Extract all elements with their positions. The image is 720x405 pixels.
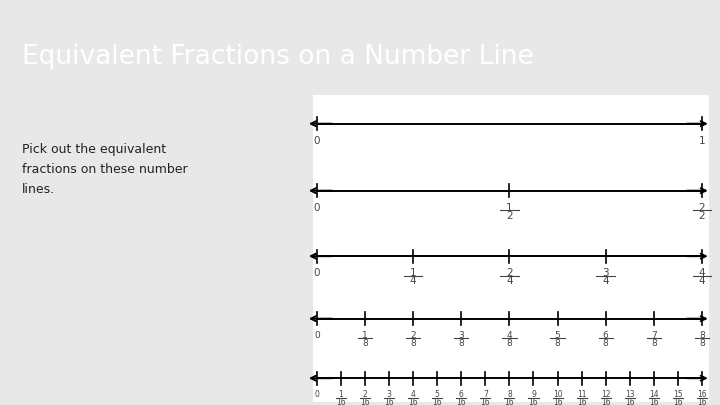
Text: 1: 1 — [338, 390, 343, 399]
Text: 6: 6 — [459, 390, 464, 399]
Text: Equivalent Fractions on a Number Line: Equivalent Fractions on a Number Line — [22, 44, 534, 70]
FancyBboxPatch shape — [313, 96, 709, 402]
Text: 16: 16 — [360, 399, 370, 405]
Text: 16: 16 — [649, 399, 659, 405]
Text: Pick out the equivalent
fractions on these number
lines.: Pick out the equivalent fractions on the… — [22, 143, 187, 196]
Text: 8: 8 — [651, 339, 657, 348]
Text: 15: 15 — [673, 390, 683, 399]
Text: 8: 8 — [603, 339, 608, 348]
Text: 8: 8 — [699, 339, 705, 348]
Text: 10: 10 — [553, 390, 562, 399]
Text: 4: 4 — [698, 276, 706, 286]
Text: 8: 8 — [699, 330, 705, 339]
Text: 2: 2 — [698, 202, 706, 213]
Text: 13: 13 — [625, 390, 634, 399]
Text: 16: 16 — [697, 390, 707, 399]
Text: 4: 4 — [410, 390, 415, 399]
Text: 16: 16 — [456, 399, 466, 405]
Text: 3: 3 — [603, 268, 609, 278]
Text: 16: 16 — [336, 399, 346, 405]
Text: 3: 3 — [387, 390, 392, 399]
Text: 11: 11 — [577, 390, 586, 399]
Text: 8: 8 — [554, 339, 560, 348]
Text: 8: 8 — [507, 390, 512, 399]
Text: 1: 1 — [698, 136, 706, 146]
Text: 16: 16 — [601, 399, 611, 405]
Text: 16: 16 — [433, 399, 442, 405]
Text: 8: 8 — [507, 339, 512, 348]
Text: 3: 3 — [459, 330, 464, 339]
Text: 16: 16 — [528, 399, 539, 405]
Text: 12: 12 — [601, 390, 611, 399]
Text: 0: 0 — [315, 390, 319, 399]
Text: 16: 16 — [697, 399, 707, 405]
Text: 4: 4 — [410, 276, 416, 286]
Text: 0: 0 — [314, 330, 320, 339]
Text: 1: 1 — [410, 268, 416, 278]
Text: 16: 16 — [505, 399, 514, 405]
Text: 14: 14 — [649, 390, 659, 399]
Text: 4: 4 — [698, 268, 706, 278]
Text: 16: 16 — [625, 399, 634, 405]
Text: 16: 16 — [553, 399, 562, 405]
Text: 0: 0 — [313, 268, 320, 278]
Text: 2: 2 — [506, 268, 513, 278]
Text: 8: 8 — [362, 339, 368, 348]
Text: 6: 6 — [603, 330, 608, 339]
Text: 5: 5 — [435, 390, 440, 399]
Text: 7: 7 — [651, 330, 657, 339]
Text: 7: 7 — [483, 390, 487, 399]
Text: 4: 4 — [506, 276, 513, 286]
Text: 2: 2 — [363, 390, 367, 399]
Text: 4: 4 — [507, 330, 512, 339]
Text: 1: 1 — [362, 330, 368, 339]
Text: 2: 2 — [506, 211, 513, 221]
Text: 16: 16 — [673, 399, 683, 405]
Text: 16: 16 — [577, 399, 586, 405]
Text: 8: 8 — [459, 339, 464, 348]
Text: 0: 0 — [313, 136, 320, 146]
Text: 2: 2 — [698, 211, 706, 221]
Text: 2: 2 — [410, 330, 416, 339]
Text: 1: 1 — [506, 202, 513, 213]
Text: 16: 16 — [480, 399, 490, 405]
Text: 8: 8 — [410, 339, 416, 348]
Text: 5: 5 — [554, 330, 560, 339]
Text: 16: 16 — [384, 399, 394, 405]
Text: 0: 0 — [313, 202, 320, 213]
Text: 9: 9 — [531, 390, 536, 399]
Text: 4: 4 — [603, 276, 609, 286]
Text: 16: 16 — [408, 399, 418, 405]
